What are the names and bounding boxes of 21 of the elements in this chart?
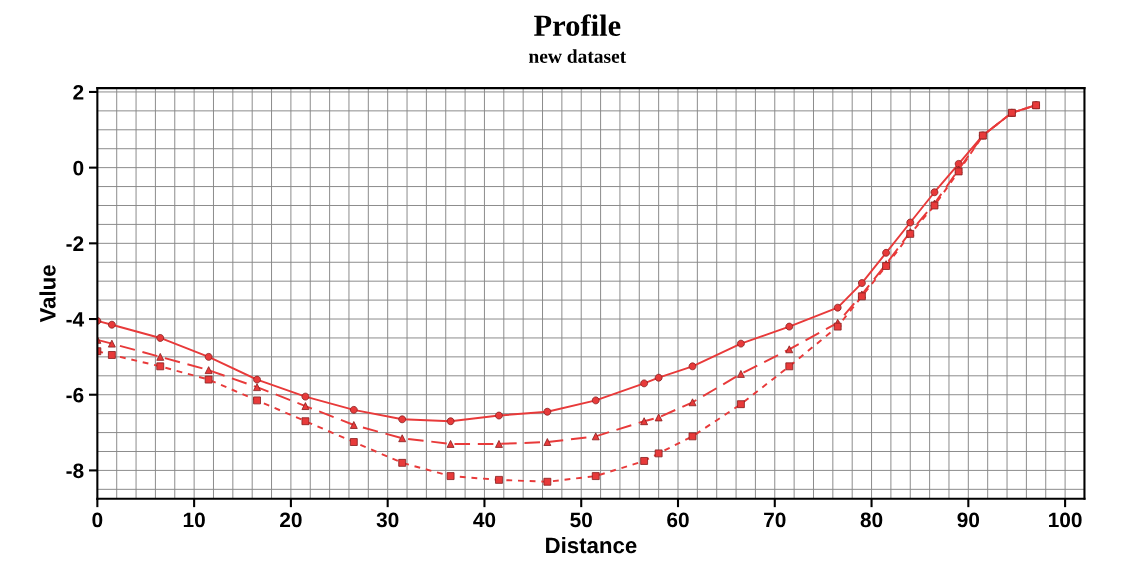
x-tick-label: 10: [183, 512, 205, 528]
y-tick-label: 0: [73, 160, 84, 176]
x-tick-label: 20: [280, 512, 302, 528]
y-tick-label: -4: [66, 312, 85, 327]
y-tick-label: 2: [73, 84, 84, 100]
x-axis-title: Distance: [546, 536, 637, 554]
y-tick-label: -8: [66, 463, 84, 479]
x-tick-label: 70: [764, 512, 786, 528]
y-axis-title: Value: [39, 265, 56, 323]
x-tick-label: 80: [860, 512, 883, 528]
chart-title: Profile: [534, 14, 621, 36]
x-tick-label: 50: [570, 512, 592, 528]
chart-subtitle: new dataset: [528, 49, 627, 63]
x-tick-label: 0: [92, 512, 103, 528]
x-tick-label: 60: [667, 512, 689, 528]
x-tick-label: 100: [1049, 512, 1082, 528]
x-tick-label: 90: [957, 512, 980, 528]
y-tick-label: -6: [66, 387, 84, 403]
y-tick-label: -2: [66, 236, 84, 251]
x-tick-label: 40: [473, 512, 496, 528]
x-tick-label: 30: [376, 512, 399, 528]
